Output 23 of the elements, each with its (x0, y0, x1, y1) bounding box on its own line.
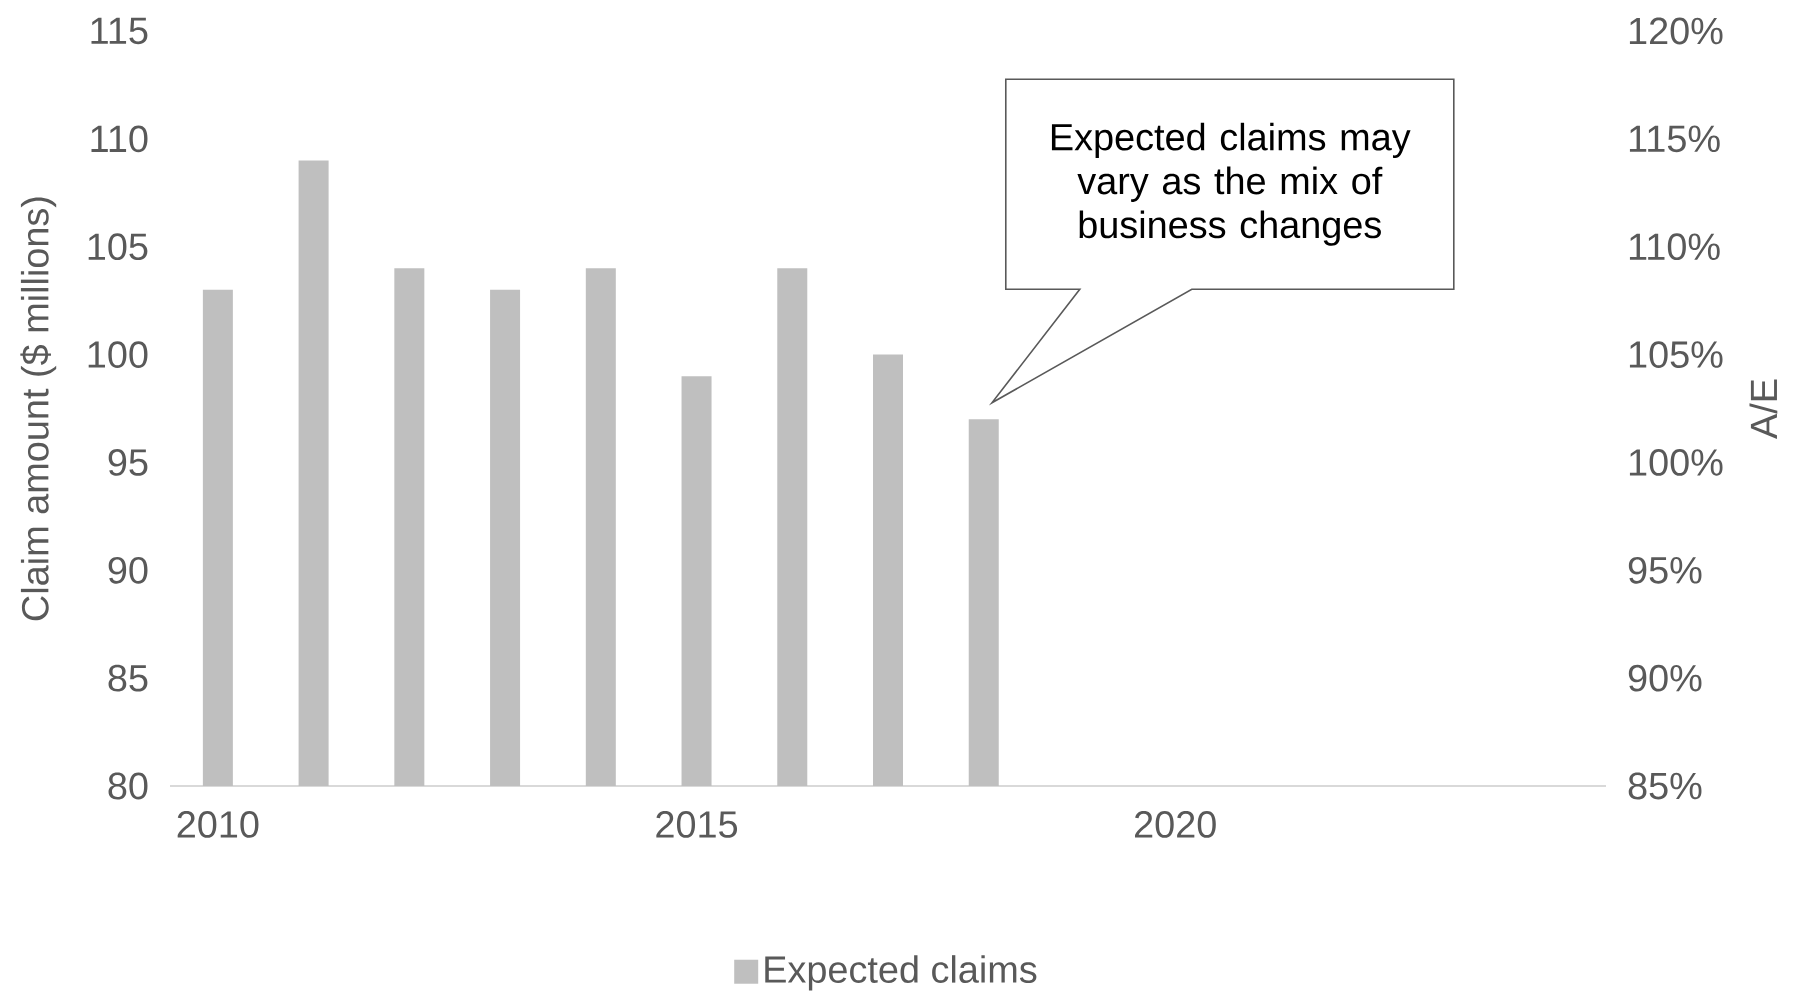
legend-label: Expected claims (765, 955, 1037, 991)
y-tick-label: 90 (108, 556, 148, 584)
y2-tick-label: 85% (1628, 772, 1702, 800)
y-tick-label: 110 (91, 125, 148, 153)
y-tick-label: 85 (108, 664, 148, 692)
y2-axis-title: A/E (1749, 379, 1778, 439)
y-tick-label: 80 (108, 772, 148, 800)
y2-tick-label: 100% (1629, 449, 1723, 476)
x-tick-label: 2020 (1135, 811, 1216, 838)
x-tick-label: 2015 (656, 811, 738, 838)
y2-tick-label: 95% (1628, 556, 1702, 584)
y-tick-label: 95 (108, 449, 148, 476)
y2-tick-label: 105% (1629, 341, 1723, 368)
y2-tick-label: 115% (1629, 125, 1720, 153)
y-tick-label: 105 (88, 233, 148, 261)
y2-tick-label: 120% (1629, 17, 1723, 45)
y2-tick-label: 110% (1629, 233, 1720, 261)
annotation: Expected claims may vary as the mix of business changes (1051, 122, 1411, 246)
y2-tick-label: 90% (1628, 664, 1702, 692)
x-tick-label: 2010 (177, 811, 259, 838)
y-tick-label: 100 (88, 341, 148, 368)
y-axis-title: Claim amount ($ millions) (20, 197, 57, 621)
y-tick-label: 115 (91, 17, 148, 45)
